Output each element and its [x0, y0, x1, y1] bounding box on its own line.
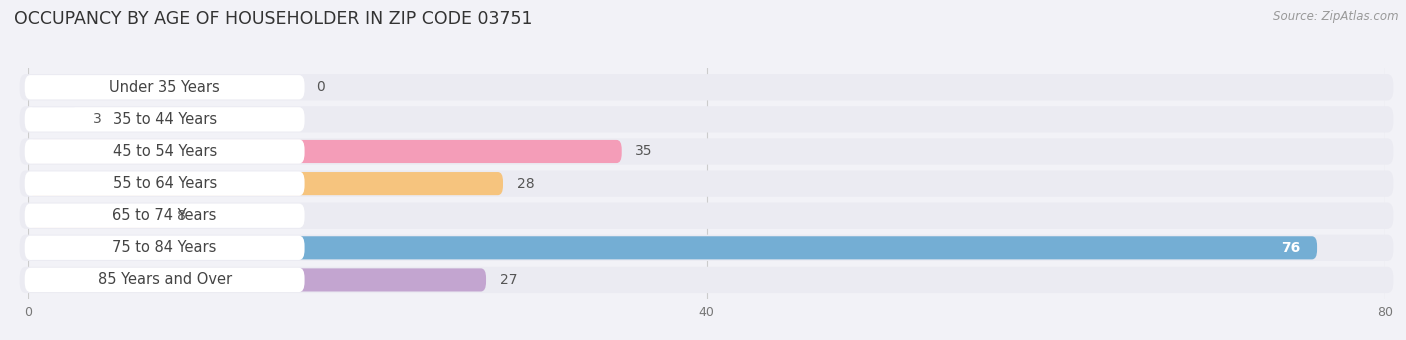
FancyBboxPatch shape — [28, 140, 621, 163]
FancyBboxPatch shape — [20, 170, 1393, 197]
Text: Source: ZipAtlas.com: Source: ZipAtlas.com — [1274, 10, 1399, 23]
FancyBboxPatch shape — [20, 235, 1393, 261]
Text: 8: 8 — [177, 209, 186, 223]
FancyBboxPatch shape — [20, 267, 1393, 293]
FancyBboxPatch shape — [25, 107, 305, 132]
Text: 3: 3 — [93, 113, 101, 126]
FancyBboxPatch shape — [25, 236, 305, 260]
Text: 76: 76 — [1281, 241, 1301, 255]
FancyBboxPatch shape — [28, 204, 165, 227]
Text: 65 to 74 Years: 65 to 74 Years — [112, 208, 217, 223]
Text: 27: 27 — [499, 273, 517, 287]
FancyBboxPatch shape — [28, 108, 79, 131]
FancyBboxPatch shape — [28, 268, 486, 291]
Text: OCCUPANCY BY AGE OF HOUSEHOLDER IN ZIP CODE 03751: OCCUPANCY BY AGE OF HOUSEHOLDER IN ZIP C… — [14, 10, 533, 28]
FancyBboxPatch shape — [28, 236, 1317, 259]
Text: Under 35 Years: Under 35 Years — [110, 80, 219, 95]
Text: 35 to 44 Years: 35 to 44 Years — [112, 112, 217, 127]
Text: 28: 28 — [516, 176, 534, 191]
Text: 35: 35 — [636, 144, 652, 158]
Text: 55 to 64 Years: 55 to 64 Years — [112, 176, 217, 191]
FancyBboxPatch shape — [25, 204, 305, 228]
FancyBboxPatch shape — [20, 203, 1393, 229]
FancyBboxPatch shape — [25, 268, 305, 292]
Text: 0: 0 — [316, 80, 325, 94]
FancyBboxPatch shape — [20, 138, 1393, 165]
Text: 85 Years and Over: 85 Years and Over — [97, 272, 232, 287]
Text: 75 to 84 Years: 75 to 84 Years — [112, 240, 217, 255]
FancyBboxPatch shape — [25, 75, 305, 99]
Text: 45 to 54 Years: 45 to 54 Years — [112, 144, 217, 159]
FancyBboxPatch shape — [20, 106, 1393, 133]
FancyBboxPatch shape — [25, 139, 305, 164]
FancyBboxPatch shape — [25, 171, 305, 196]
FancyBboxPatch shape — [20, 74, 1393, 100]
FancyBboxPatch shape — [28, 172, 503, 195]
